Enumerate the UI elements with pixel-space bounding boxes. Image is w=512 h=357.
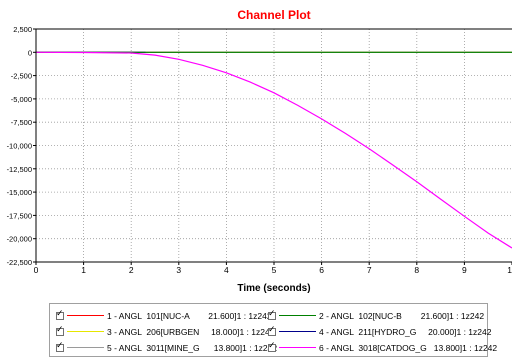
chart-title: Channel Plot (237, 8, 310, 22)
legend-item-4[interactable]: 4 - ANGL 211[HYDRO_G 20.000]1 : 1z242 (268, 325, 491, 338)
y-tick-label: -15,000 (7, 188, 32, 197)
y-tick-label: -2,500 (11, 72, 32, 81)
legend-label-1: 1 - ANGL 101[NUC-A 21.600]1 : 1z242 (107, 310, 272, 321)
legend-checkbox-4[interactable] (268, 325, 276, 336)
legend-swatch-5 (67, 347, 104, 348)
legend-item-2[interactable]: 2 - ANGL 102[NUC-B 21.600]1 : 1z242 (268, 309, 484, 322)
legend-swatch-1 (67, 315, 104, 316)
x-tick-label: 4 (224, 265, 229, 275)
legend-checkbox-5[interactable] (56, 341, 64, 352)
x-tick-label: 3 (176, 265, 181, 275)
legend-label-5: 5 - ANGL 3011[MINE_G 13.800]1 : 1z242 (107, 342, 278, 353)
legend-label-6: 6 - ANGL 3018[CATDOG_G 13.800]1 : 1z242 (319, 342, 498, 353)
legend-item-5[interactable]: 5 - ANGL 3011[MINE_G 13.800]1 : 1z242 (56, 341, 277, 354)
x-axis-label: Time (seconds) (237, 283, 310, 294)
x-tick-label: 9 (462, 265, 467, 275)
y-tick-label: -10,000 (7, 142, 32, 151)
legend: 1 - ANGL 101[NUC-A 21.600]1 : 1z242 2 - … (49, 303, 497, 357)
y-tick-label: -17,500 (7, 211, 32, 220)
x-tick-label: 8 (414, 265, 419, 275)
legend-item-6[interactable]: 6 - ANGL 3018[CATDOG_G 13.800]1 : 1z242 (268, 341, 497, 354)
y-tick-label: -7,500 (11, 118, 32, 127)
x-tick-label: 10 (507, 265, 512, 275)
legend-checkbox-2[interactable] (268, 309, 276, 320)
legend-label-3: 3 - ANGL 206[URBGEN 18.000]1 : 1z242 (107, 326, 275, 337)
legend-checkbox-6[interactable] (268, 341, 276, 352)
x-tick-label: 7 (367, 265, 372, 275)
legend-swatch-2 (279, 315, 316, 316)
y-tick-label: -20,000 (7, 235, 32, 244)
legend-checkbox-3[interactable] (56, 325, 64, 336)
legend-item-1[interactable]: 1 - ANGL 101[NUC-A 21.600]1 : 1z242 (56, 309, 272, 322)
legend-swatch-4 (279, 331, 316, 332)
legend-item-3[interactable]: 3 - ANGL 206[URBGEN 18.000]1 : 1z242 (56, 325, 274, 338)
legend-checkbox-1[interactable] (56, 309, 64, 320)
y-tick-label: -5,000 (11, 95, 32, 104)
y-tick-label: -12,500 (7, 165, 32, 174)
y-tick-label: 0 (28, 48, 32, 57)
x-tick-label: 5 (272, 265, 277, 275)
x-tick-label: 0 (34, 265, 39, 275)
x-tick-label: 6 (319, 265, 324, 275)
y-tick-label: 2,500 (13, 25, 32, 34)
y-tick-label: -22,500 (7, 258, 32, 267)
legend-label-4: 4 - ANGL 211[HYDRO_G 20.000]1 : 1z242 (319, 326, 492, 337)
x-tick-label: 1 (81, 265, 86, 275)
series-line-6 (35, 51, 512, 249)
legend-swatch-3 (67, 331, 104, 332)
legend-label-2: 2 - ANGL 102[NUC-B 21.600]1 : 1z242 (319, 310, 485, 321)
x-tick-label: 2 (129, 265, 134, 275)
legend-swatch-6 (279, 347, 316, 348)
